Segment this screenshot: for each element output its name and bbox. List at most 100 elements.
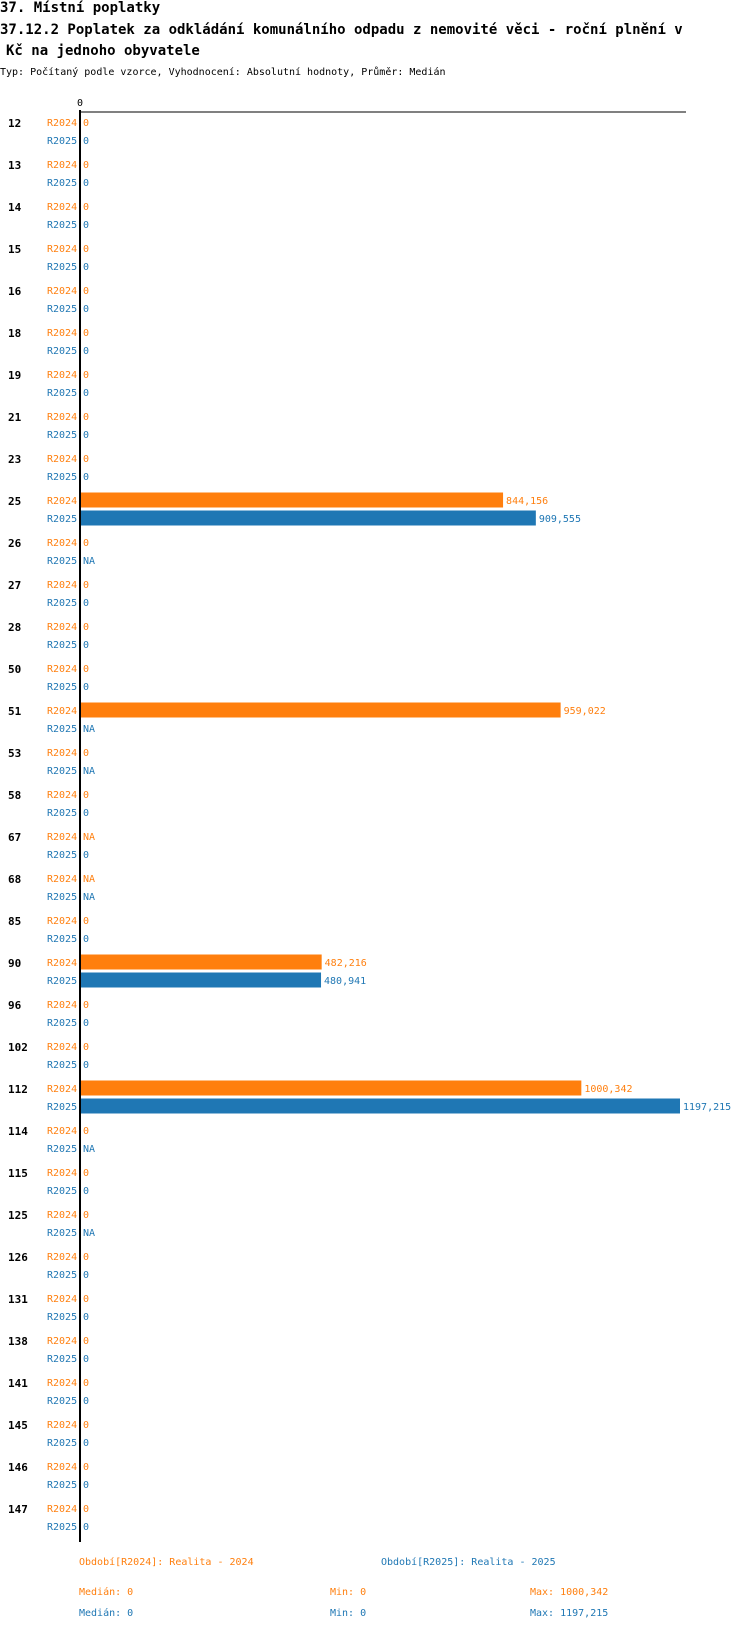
series-label: R2025: [47, 220, 77, 231]
data-label: 0: [83, 136, 89, 147]
chart-subtitle: Typ: Počítaný podle vzorce, Vyhodnocení:…: [0, 67, 446, 78]
series-label: R2024: [47, 160, 77, 171]
category-label: 28: [8, 621, 21, 634]
data-label: 0: [83, 1168, 89, 1179]
data-label: 0: [83, 304, 89, 315]
data-label: 0: [83, 580, 89, 591]
data-label: 0: [83, 1462, 89, 1473]
axis-tick-label: 0: [77, 98, 83, 109]
data-label: 0: [83, 244, 89, 255]
data-label: 0: [83, 412, 89, 423]
data-label: 0: [83, 808, 89, 819]
data-label: 1000,342: [584, 1084, 632, 1095]
category-label: 12: [8, 117, 21, 130]
data-label: 0: [83, 328, 89, 339]
series-label: R2024: [47, 874, 77, 885]
series-label: R2025: [47, 346, 77, 357]
series-label: R2024: [47, 1420, 77, 1431]
series-label: R2024: [47, 1294, 77, 1305]
series-label: R2025: [47, 388, 77, 399]
category-label: 13: [8, 159, 21, 172]
category-label: 115: [8, 1167, 28, 1180]
series-label: R2024: [47, 1504, 77, 1515]
category-label: 50: [8, 663, 21, 676]
data-label: 482,216: [325, 958, 367, 969]
data-label: NA: [83, 832, 95, 843]
data-label: 0: [83, 1480, 89, 1491]
series-label: R2025: [47, 850, 77, 861]
data-label: 0: [83, 1354, 89, 1365]
series-label: R2024: [47, 664, 77, 675]
bar: [80, 510, 536, 526]
category-label: 19: [8, 369, 21, 382]
series-label: R2024: [47, 1336, 77, 1347]
series-label: R2024: [47, 622, 77, 633]
max-r2024: Max: 1000,342: [530, 1587, 609, 1598]
category-label: 18: [8, 327, 21, 340]
data-label: 0: [83, 346, 89, 357]
series-label: R2025: [47, 1102, 77, 1113]
bar: [80, 972, 322, 988]
category-label: 26: [8, 537, 22, 550]
category-label: 102: [8, 1041, 28, 1054]
series-label: R2025: [47, 1480, 77, 1491]
series-label: R2025: [47, 640, 77, 651]
series-label: R2025: [47, 1354, 77, 1365]
category-label: 68: [8, 873, 21, 886]
data-label: 0: [83, 220, 89, 231]
data-label: 959,022: [564, 706, 606, 717]
data-label: 0: [83, 1252, 89, 1263]
category-label: 85: [8, 915, 21, 928]
category-label: 23: [8, 453, 21, 466]
series-label: R2024: [47, 1042, 77, 1053]
series-label: R2025: [47, 1438, 77, 1449]
series-label: R2024: [47, 496, 77, 507]
data-label: 0: [83, 790, 89, 801]
data-label: NA: [83, 1228, 95, 1239]
series-label: R2024: [47, 1000, 77, 1011]
data-label: 0: [83, 472, 89, 483]
data-label: 0: [83, 1270, 89, 1281]
category-label: 147: [8, 1503, 28, 1516]
data-label: 0: [83, 160, 89, 171]
series-label: R2024: [47, 454, 77, 465]
bar: [80, 702, 561, 718]
data-label: 0: [83, 1312, 89, 1323]
data-label: 0: [83, 598, 89, 609]
series-label: R2025: [47, 556, 77, 567]
series-label: R2024: [47, 1084, 77, 1095]
chart-title-line-2: 37.12.2 Poplatek za odkládání komunálníh…: [0, 22, 683, 38]
category-label: 25: [8, 495, 21, 508]
series-label: R2024: [47, 706, 77, 717]
min-r2025: Min: 0: [330, 1608, 367, 1619]
data-label: 0: [83, 664, 89, 675]
data-label: 0: [83, 934, 89, 945]
series-label: R2024: [47, 202, 77, 213]
series-label: R2025: [47, 1312, 77, 1323]
data-label: 0: [83, 454, 89, 465]
data-label: 0: [83, 388, 89, 399]
series-label: R2024: [47, 328, 77, 339]
series-label: R2024: [47, 958, 77, 969]
category-label: 145: [8, 1419, 28, 1432]
chart-title-line-3: Kč na jednoho obyvatele: [6, 43, 200, 59]
data-label: 0: [83, 682, 89, 693]
data-label: 0: [83, 622, 89, 633]
category-label: 53: [8, 747, 21, 760]
series-label: R2025: [47, 724, 77, 735]
data-label: NA: [83, 766, 95, 777]
category-label: 14: [8, 201, 22, 214]
data-label: 0: [83, 1522, 89, 1533]
legend-r2024: Období[R2024]: Realita - 2024: [79, 1557, 254, 1568]
data-label: NA: [83, 892, 95, 903]
series-label: R2025: [47, 136, 77, 147]
category-label: 141: [8, 1377, 28, 1390]
data-label: 909,555: [539, 514, 581, 525]
bar: [80, 1098, 680, 1114]
data-label: NA: [83, 1144, 95, 1155]
category-label: 125: [8, 1209, 28, 1222]
series-label: R2025: [47, 1522, 77, 1533]
series-label: R2025: [47, 1018, 77, 1029]
category-label: 114: [8, 1125, 28, 1138]
series-label: R2024: [47, 580, 77, 591]
